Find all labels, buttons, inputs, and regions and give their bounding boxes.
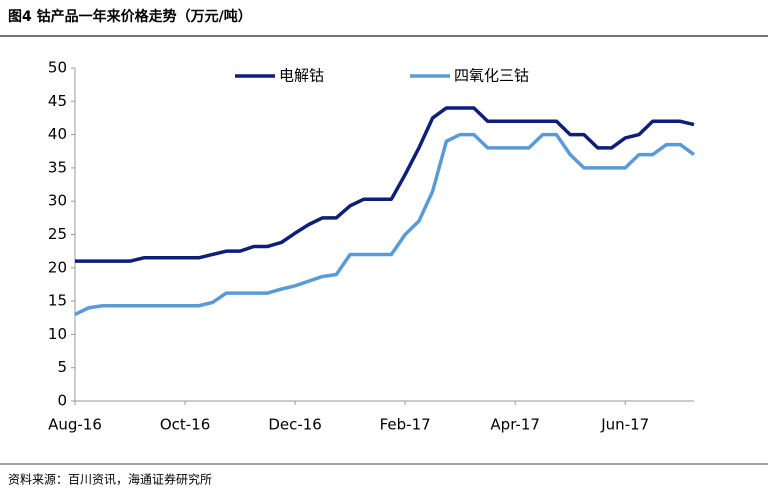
y-tick-label: 50 <box>48 59 67 77</box>
y-tick-label: 25 <box>48 225 67 243</box>
y-tick-label: 10 <box>48 325 67 343</box>
x-tick-label: Oct-16 <box>160 416 210 434</box>
x-tick-label: Dec-16 <box>268 416 322 434</box>
x-tick-label: Apr-17 <box>490 416 540 434</box>
y-tick-label: 15 <box>48 292 67 310</box>
y-tick-label: 30 <box>48 192 67 210</box>
chart-title: 图4 钴产品一年来价格走势（万元/吨） <box>8 8 252 25</box>
y-tick-label: 0 <box>57 392 67 410</box>
legend-label: 四氧化三钴 <box>454 67 529 85</box>
series-line <box>74 132 696 316</box>
source: 资料来源：百川资讯，海通证券研究所 <box>8 472 212 487</box>
y-tick-label: 35 <box>48 158 67 176</box>
x-tick-label: Feb-17 <box>380 416 431 434</box>
y-tick-label: 40 <box>48 125 67 143</box>
y-tick-label: 5 <box>57 358 67 376</box>
y-tick-label: 20 <box>48 258 67 276</box>
legend-label: 电解钴 <box>279 67 324 85</box>
series-line <box>75 106 695 263</box>
y-tick-label: 45 <box>48 92 67 110</box>
x-tick-label: Jun-17 <box>600 416 649 434</box>
x-tick-label: Aug-16 <box>48 416 102 434</box>
